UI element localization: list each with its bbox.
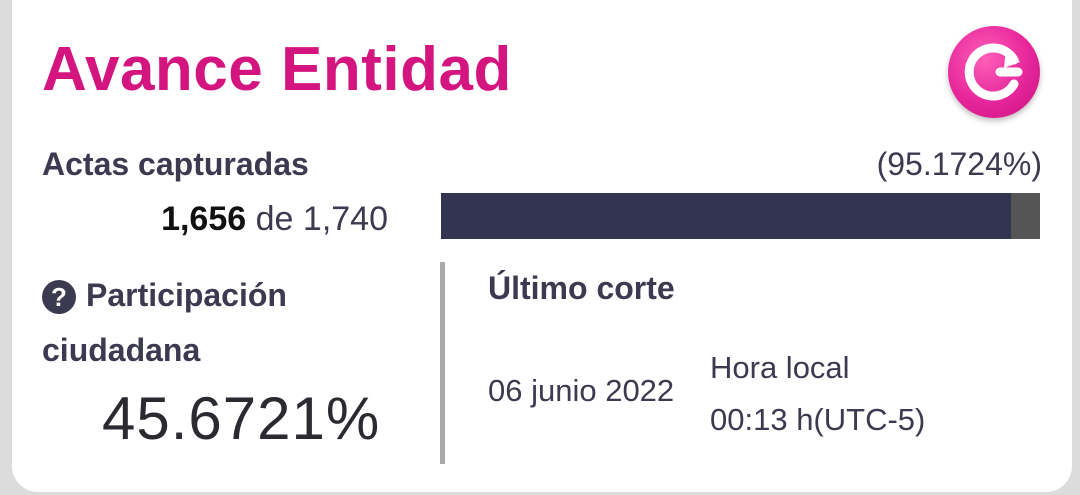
ultimo-corte-label: Último corte	[488, 270, 675, 306]
card-title: Avance Entidad	[42, 35, 512, 104]
avance-entidad-card: Avance Entidad Actas capturadas (95.1724…	[12, 0, 1072, 492]
refresh-icon	[964, 43, 1023, 101]
refresh-button[interactable]	[948, 26, 1040, 118]
participacion-value: 45.6721%	[102, 385, 381, 452]
corte-time-block: Hora local 00:13 h(UTC-5)	[710, 342, 925, 446]
actas-progress-bar	[441, 193, 1040, 239]
actas-connector: de	[255, 200, 294, 238]
question-circle-icon[interactable]: ?	[42, 280, 76, 314]
vertical-divider	[440, 262, 445, 464]
participacion-label: Participación ciudadana	[42, 277, 287, 368]
corte-date: 06 junio 2022	[488, 373, 675, 408]
actas-capturadas-label: Actas capturadas	[42, 146, 309, 182]
actas-progress-fill	[441, 193, 1012, 239]
corte-time-label: Hora local	[710, 350, 850, 385]
actas-percent: (95.1724%)	[876, 146, 1042, 182]
participacion-label-block: ? Participación ciudadana	[42, 268, 372, 378]
actas-captured: 1,656	[161, 200, 247, 238]
corte-time-value: 00:13 h(UTC-5)	[710, 402, 926, 437]
actas-total: 1,740	[302, 200, 388, 238]
actas-count: 1,656 de 1,740	[161, 200, 388, 239]
